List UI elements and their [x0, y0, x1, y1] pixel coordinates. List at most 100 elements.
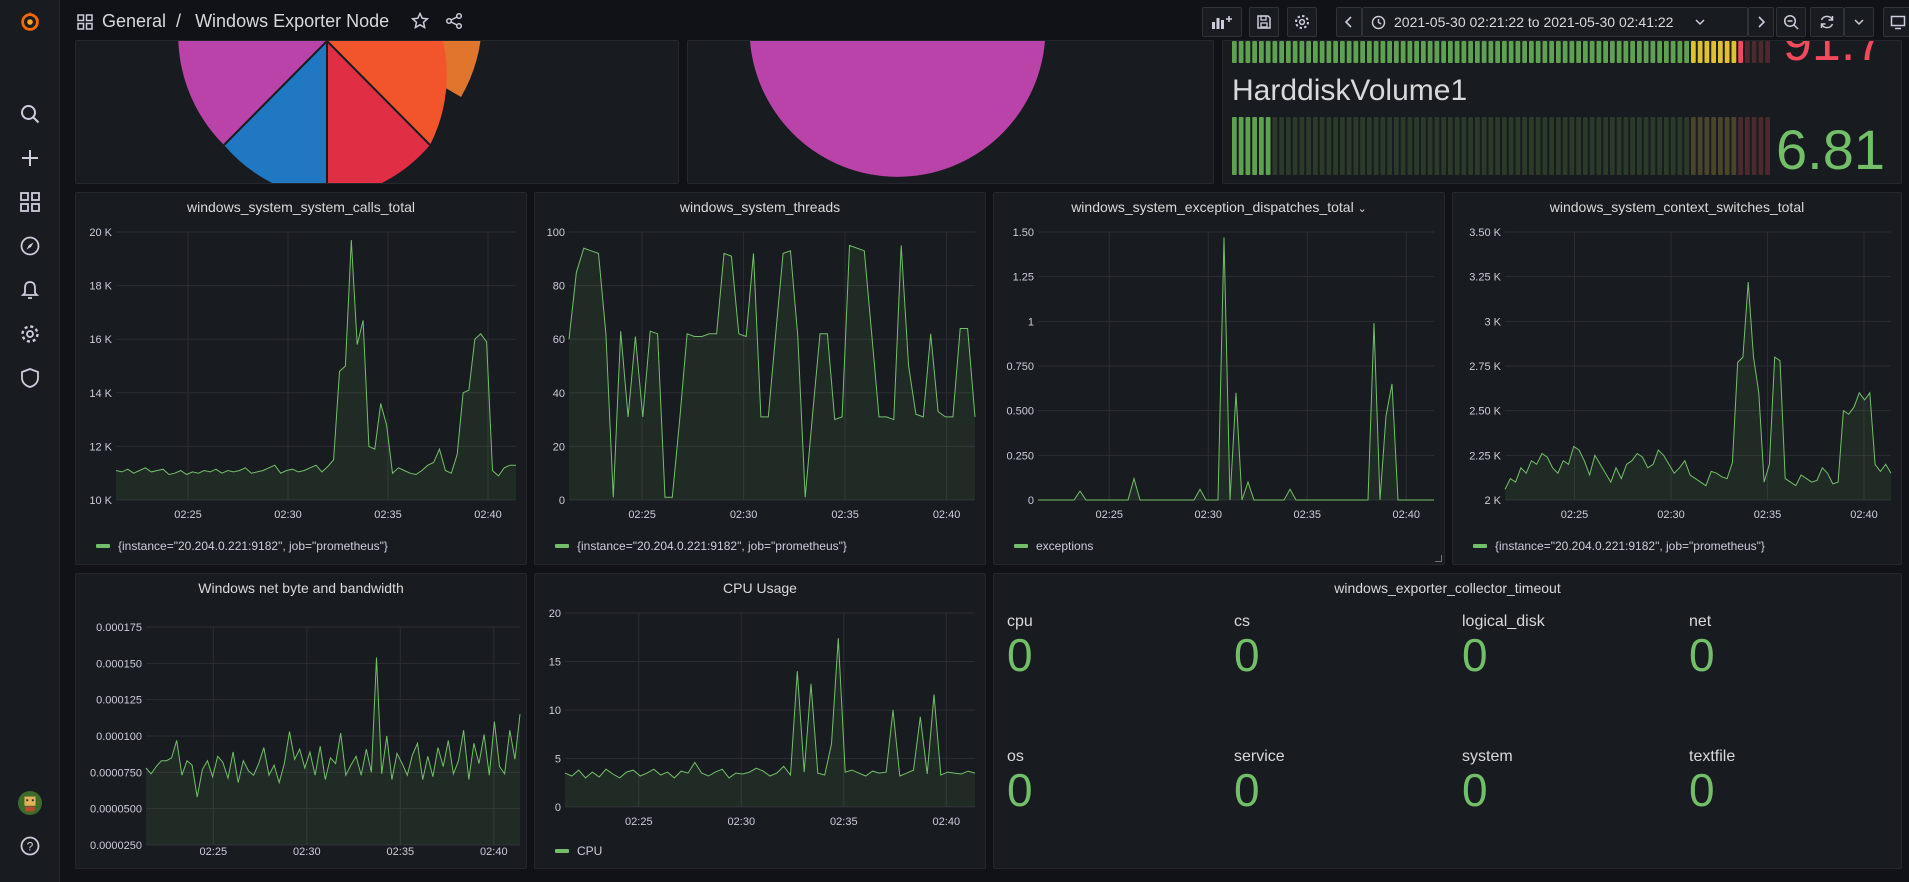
- gauge-segment: [1738, 117, 1743, 175]
- refresh-button[interactable]: [1810, 7, 1844, 37]
- series-area: [146, 657, 520, 845]
- alerting-bell-icon[interactable]: [18, 278, 42, 302]
- x-tick-label: 02:30: [1657, 509, 1685, 521]
- dashboard-settings-button[interactable]: [1287, 7, 1317, 37]
- stat-logical-disk: logical_disk 0: [1462, 613, 1662, 679]
- gauge-segment: [1481, 117, 1487, 175]
- x-tick-label: 02:40: [1393, 509, 1421, 521]
- legend-item[interactable]: exceptions: [1014, 539, 1093, 553]
- series-line[interactable]: [115, 239, 516, 477]
- y-tick-label: 2 K: [1484, 495, 1501, 507]
- stat-service: service 0: [1234, 748, 1434, 814]
- stat-os: os 0: [1007, 748, 1207, 814]
- gauge-segment: [1360, 117, 1365, 175]
- gauge-segment: [1765, 41, 1770, 63]
- dashboards-icon[interactable]: [18, 190, 42, 214]
- gauge-segment: [1630, 41, 1635, 63]
- share-icon[interactable]: [445, 12, 463, 35]
- gauge-segment: [1414, 117, 1419, 175]
- legend-item[interactable]: {instance="20.204.0.221:9182", job="prom…: [555, 539, 847, 553]
- threads-graph: 100 80 60 40 20 0 02:25 02:30 02:35 02:40: [547, 227, 976, 521]
- time-shift-back-button[interactable]: [1336, 7, 1362, 37]
- y-tick-label: 80: [553, 281, 565, 293]
- configuration-gear-icon[interactable]: [18, 322, 42, 346]
- y-tick-label: 0.000175: [96, 622, 142, 634]
- gauge-segment: [1765, 117, 1770, 175]
- gauge-segment: [1265, 41, 1271, 63]
- add-panel-button[interactable]: [1202, 7, 1242, 37]
- gauge-segment: [1724, 41, 1730, 63]
- y-tick-label: 2.75 K: [1469, 361, 1501, 373]
- stat-name: service: [1234, 748, 1285, 765]
- series-line[interactable]: [1038, 237, 1434, 501]
- gauge-segment: [1427, 117, 1433, 175]
- stat-cpu: cpu 0: [1007, 613, 1207, 679]
- gauge-segment: [1549, 117, 1554, 175]
- panel-title[interactable]: windows_system_exception_dispatches_tota…: [994, 199, 1444, 215]
- gauge-segment: [1333, 117, 1338, 175]
- user-avatar[interactable]: [18, 791, 42, 815]
- series-line[interactable]: [564, 638, 976, 779]
- search-icon[interactable]: [18, 102, 42, 126]
- gauge-segment: [1400, 117, 1406, 175]
- x-tick-label: 02:30: [1195, 509, 1223, 521]
- series-area: [1505, 282, 1891, 500]
- gauge-segment: [1394, 117, 1399, 175]
- view-mode-button[interactable]: [1883, 7, 1909, 37]
- y-tick-label: 0.250: [1006, 450, 1034, 462]
- y-tick-label: 10: [549, 705, 561, 717]
- gauge-segment: [1657, 117, 1662, 175]
- pie-slice-blue: [224, 41, 327, 183]
- y-tick-label: 3 K: [1484, 316, 1501, 328]
- gauge-segment: [1245, 41, 1251, 63]
- zoom-out-button[interactable]: [1776, 7, 1806, 37]
- time-range-picker[interactable]: 2021-05-30 02:21:22 to 2021-05-30 02:41:…: [1362, 7, 1748, 37]
- gauge-segment: [1731, 41, 1737, 63]
- gauge-segment: [1279, 41, 1284, 63]
- system-calls-graph: 20 K 18 K 16 K 14 K 12 K 10 K 02:25 02:30 02:35 0…: [89, 227, 516, 521]
- breadcrumb-folder[interactable]: General: [102, 11, 167, 31]
- y-tick-label: 20: [553, 441, 565, 453]
- gauge-segment: [1286, 117, 1291, 175]
- legend-item[interactable]: CPU: [555, 844, 602, 858]
- dashboard-title[interactable]: Windows Exporter Node: [195, 11, 390, 31]
- gauge-segment: [1434, 117, 1440, 175]
- save-dashboard-button[interactable]: [1249, 7, 1279, 37]
- x-tick-label: 02:35: [830, 816, 858, 828]
- gauge-segment: [1508, 117, 1514, 175]
- legend-item[interactable]: {instance="20.204.0.221:9182", job="prom…: [1473, 539, 1765, 553]
- y-tick-label: 1: [1028, 316, 1034, 328]
- collector-timeout-panel: windows_exporter_collector_timeout cpu 0 …: [993, 573, 1902, 869]
- gauge-segment: [1448, 41, 1453, 63]
- series-line[interactable]: [1504, 281, 1892, 490]
- grafana-logo-icon[interactable]: [18, 10, 42, 34]
- series-line[interactable]: [145, 657, 521, 798]
- server-admin-shield-icon[interactable]: [18, 366, 42, 390]
- gauge-segment: [1272, 41, 1278, 63]
- pie-chart-2: [750, 41, 1045, 177]
- gauge-segment: [1265, 117, 1271, 175]
- gauge-segment: [1252, 117, 1257, 175]
- refresh-interval-dropdown[interactable]: [1844, 7, 1874, 37]
- x-tick-label: 02:25: [1096, 509, 1124, 521]
- time-shift-forward-button[interactable]: [1748, 7, 1774, 37]
- legend-item[interactable]: {instance="20.204.0.221:9182", job="prom…: [96, 539, 388, 553]
- gauge-segment: [1664, 41, 1669, 63]
- explore-compass-icon[interactable]: [18, 234, 42, 258]
- help-icon[interactable]: ?: [18, 834, 42, 858]
- x-tick-label: 02:30: [274, 509, 302, 521]
- gauge-segment: [1731, 117, 1737, 175]
- x-tick-label: 02:40: [480, 846, 508, 858]
- panel-title: windows_system_context_switches_total: [1549, 199, 1805, 215]
- y-tick-label: 0.750: [1006, 361, 1034, 373]
- series-line[interactable]: [568, 244, 976, 498]
- resize-handle-icon[interactable]: [1435, 555, 1442, 562]
- create-plus-icon[interactable]: [18, 146, 42, 170]
- series-area: [116, 240, 516, 500]
- y-tick-label: 0.000100: [96, 731, 142, 743]
- gauge-segment: [1286, 41, 1291, 63]
- star-icon[interactable]: [410, 11, 430, 35]
- gauge-segment: [1380, 117, 1386, 175]
- gauge-segment: [1299, 117, 1305, 175]
- gauge-segment: [1346, 117, 1352, 175]
